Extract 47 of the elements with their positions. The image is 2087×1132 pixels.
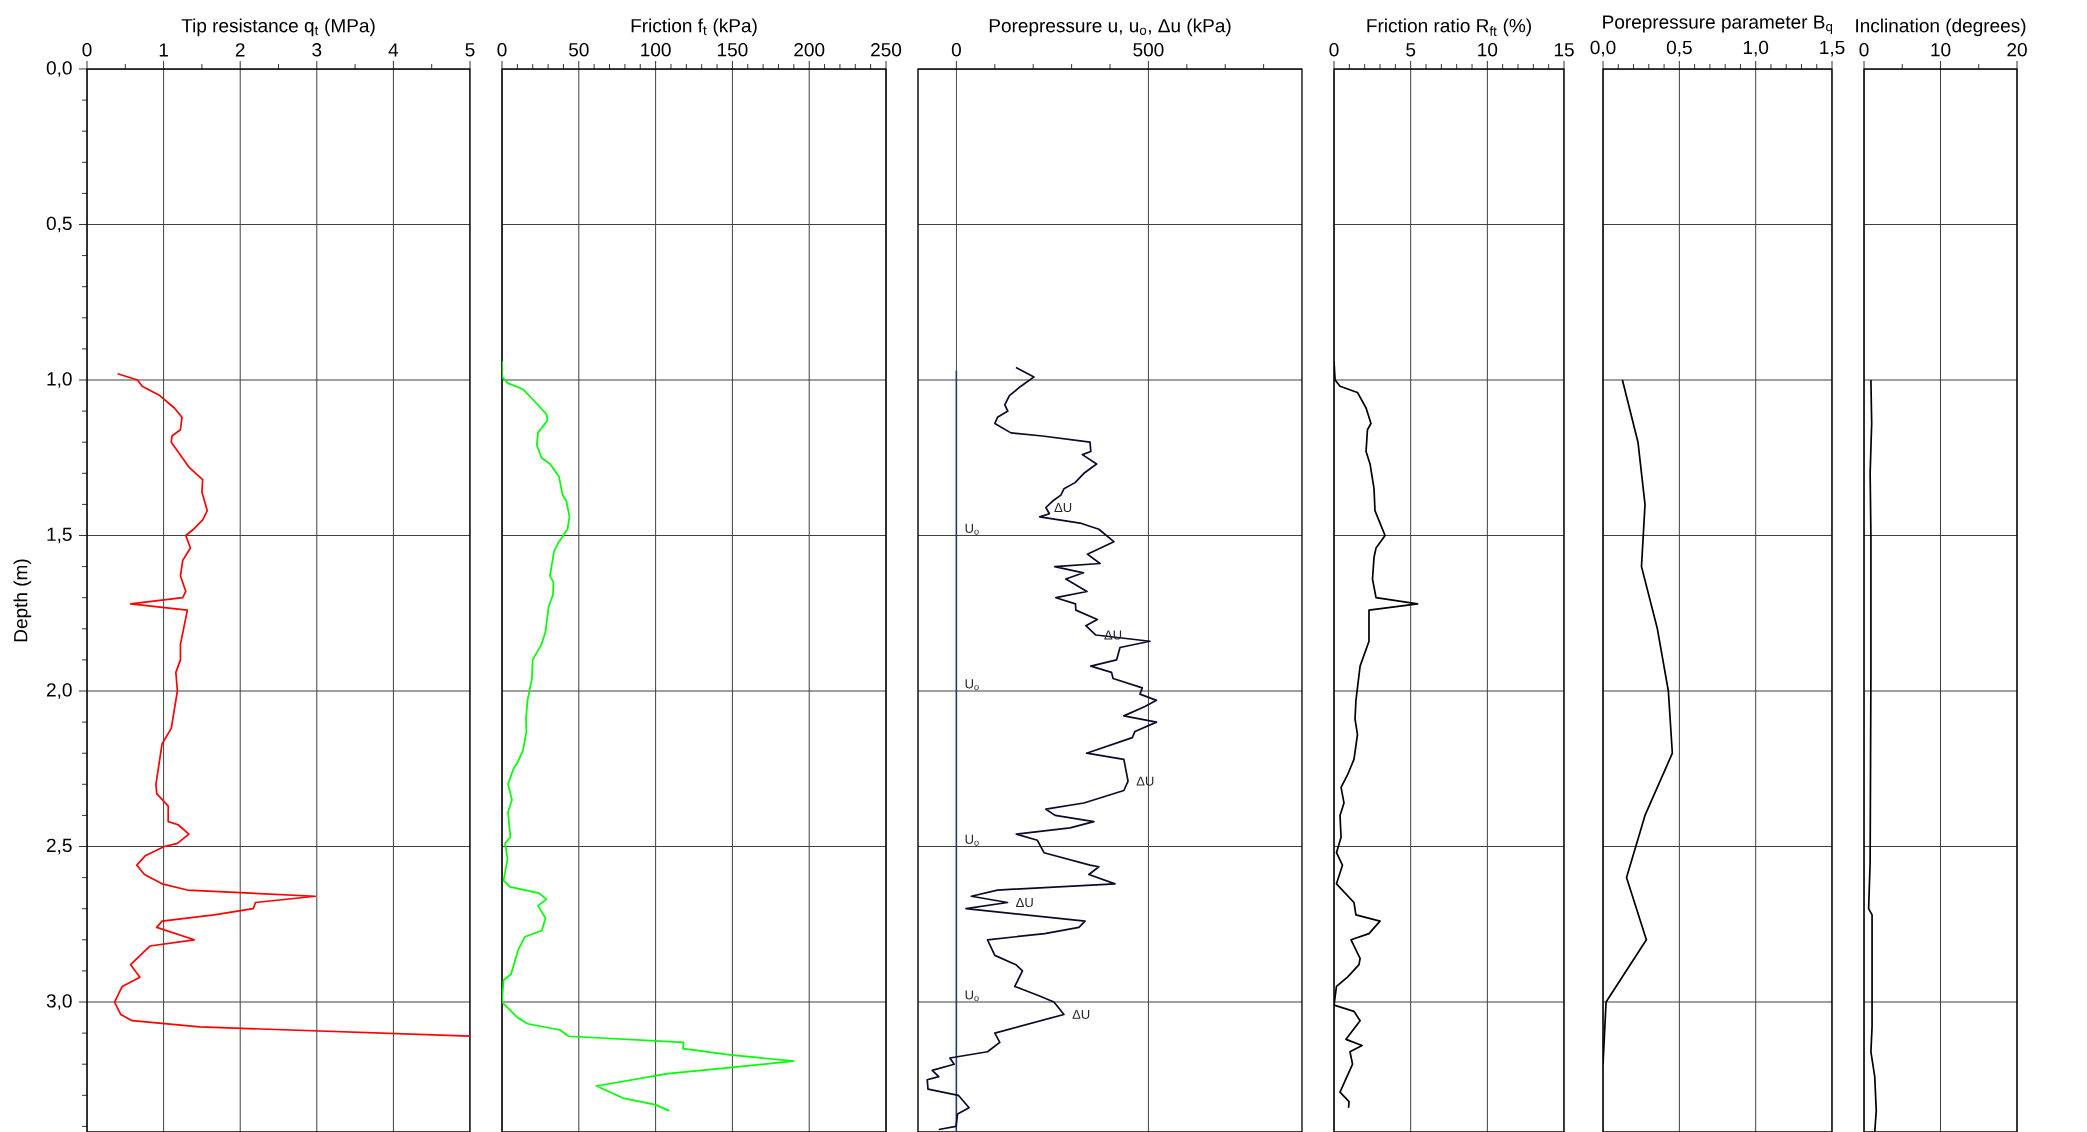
x-tick-label: 15	[1554, 43, 1574, 57]
x-tick-label: 5	[465, 43, 475, 57]
y-axis-title: Depth (m)	[13, 559, 32, 642]
x-axis-title: Friction f$_{t}$ (kPa)	[631, 18, 757, 37]
x-tick-label: 0,0	[1590, 40, 1616, 57]
x-axis-title: Tip resistance q$_{t}$ (MPa)	[181, 18, 375, 37]
annotation: U$_{o}$	[965, 523, 979, 535]
x-tick-label: 500	[1133, 43, 1164, 57]
x-tick-label: 10	[1931, 43, 1951, 57]
y-tick-label: 0,5	[46, 216, 72, 233]
x-tick-label: 0	[951, 43, 961, 57]
x-tick-label: 0	[1859, 43, 1869, 57]
x-axis-title: Friction ratio R$_{ft}$ (%)	[1367, 18, 1531, 37]
x-tick-label: 200	[794, 43, 825, 57]
y-tick-label: 2,0	[47, 683, 72, 699]
annotation: U$_{o}$	[965, 990, 979, 1002]
x-tick-label: 1,0	[1743, 40, 1769, 57]
x-axis-title: Porepressure u, u$_{o}$, Δu (kPa)	[989, 18, 1231, 37]
x-tick-label: 0	[82, 43, 92, 57]
x-tick-label: 0	[1329, 43, 1339, 57]
y-tick-label: 0,0	[46, 61, 72, 77]
x-axis-title: Inclination (degrees)	[1856, 18, 2026, 37]
x-tick-label: 20	[2007, 43, 2027, 57]
annotation: ΔU	[1016, 897, 1033, 908]
annotation: U$_{o}$	[965, 679, 979, 691]
x-axis-title: Porepressure parameter B$_{q}$	[1603, 15, 1833, 34]
x-tick-label: 5	[1406, 43, 1416, 57]
line-series	[113, 372, 470, 1038]
x-tick-label: 100	[641, 43, 671, 57]
x-tick-label: 4	[388, 43, 399, 57]
x-tick-label: 0	[497, 43, 507, 57]
x-tick-label: 1,5	[1820, 40, 1845, 57]
y-tick-label: 3,0	[46, 994, 72, 1010]
annotation: U$_{o}$	[965, 834, 979, 846]
y-tick-label: 1,0	[47, 372, 72, 388]
x-tick-label: 1	[159, 43, 168, 57]
y-tick-label: 2,5	[47, 838, 72, 855]
x-tick-label: 250	[871, 43, 902, 57]
x-tick-label: 50	[568, 43, 589, 57]
annotation: ΔU	[1072, 1009, 1090, 1019]
x-tick-label: 150	[718, 43, 748, 57]
x-tick-label: 10	[1478, 43, 1498, 57]
x-tick-label: 0,5	[1666, 40, 1692, 57]
y-tick-label: 1,5	[47, 527, 72, 544]
x-tick-label: 2	[235, 43, 245, 57]
annotation: ΔU	[1054, 502, 1072, 513]
x-tick-label: 3	[312, 43, 322, 57]
